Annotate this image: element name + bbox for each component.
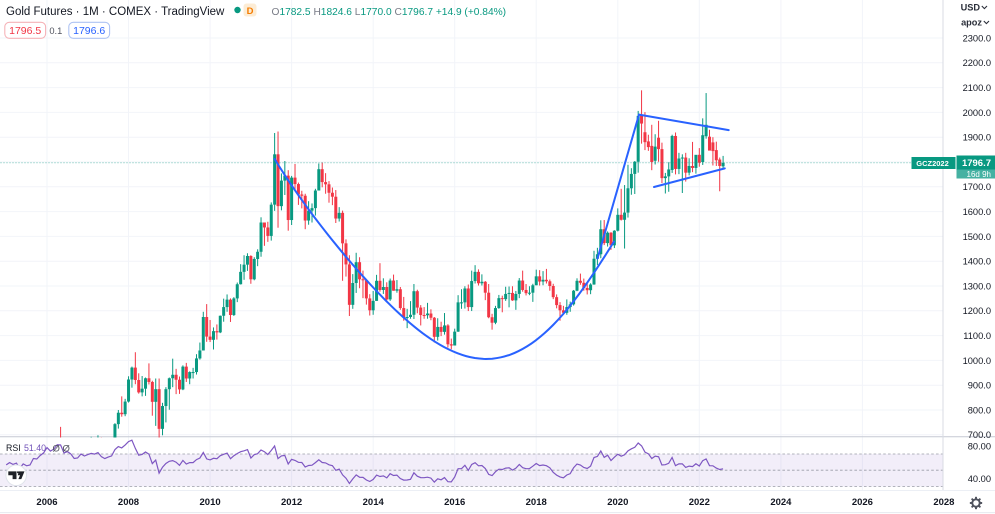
svg-text:1796.6: 1796.6 bbox=[73, 25, 105, 37]
svg-text:1700.0: 1700.0 bbox=[963, 182, 991, 192]
svg-text:2028: 2028 bbox=[933, 497, 954, 508]
svg-text:2000.0: 2000.0 bbox=[963, 108, 991, 118]
svg-text:2010: 2010 bbox=[200, 497, 221, 508]
svg-text:1796.5: 1796.5 bbox=[9, 25, 41, 37]
svg-text:1900.0: 1900.0 bbox=[963, 133, 991, 143]
svg-text:40.00: 40.00 bbox=[968, 474, 991, 484]
svg-text:900.0: 900.0 bbox=[968, 381, 991, 391]
svg-text:2100.0: 2100.0 bbox=[963, 83, 991, 93]
svg-text:2026: 2026 bbox=[852, 497, 873, 508]
svg-text:O1782.5 H1824.6 L1770.0 C1796.: O1782.5 H1824.6 L1770.0 C1796.7 +14.9 (+… bbox=[272, 7, 507, 18]
svg-text:USD: USD bbox=[961, 3, 981, 13]
svg-text:1200.0: 1200.0 bbox=[963, 306, 991, 316]
svg-text:0.1: 0.1 bbox=[49, 26, 62, 36]
svg-text:2020: 2020 bbox=[607, 497, 628, 508]
svg-text:apoz: apoz bbox=[961, 18, 982, 28]
svg-text:800.0: 800.0 bbox=[968, 405, 991, 415]
svg-text:2024: 2024 bbox=[770, 497, 792, 508]
svg-text:Gold Futures · 1M · COMEX · Tr: Gold Futures · 1M · COMEX · TradingView bbox=[6, 6, 225, 18]
svg-text:700.0: 700.0 bbox=[968, 430, 991, 440]
svg-text:2016: 2016 bbox=[444, 497, 465, 508]
svg-text:2022: 2022 bbox=[689, 497, 710, 508]
svg-text:1400.0: 1400.0 bbox=[963, 257, 991, 267]
svg-text:80.00: 80.00 bbox=[968, 441, 991, 451]
svg-text:51.40: 51.40 bbox=[24, 443, 46, 453]
svg-text:2018: 2018 bbox=[526, 497, 547, 508]
svg-text:1500.0: 1500.0 bbox=[963, 232, 991, 242]
svg-text:2006: 2006 bbox=[36, 497, 57, 508]
svg-text:2008: 2008 bbox=[118, 497, 139, 508]
svg-text:RSI: RSI bbox=[6, 443, 21, 453]
svg-text:1100.0: 1100.0 bbox=[963, 331, 991, 341]
svg-text:2012: 2012 bbox=[281, 497, 302, 508]
svg-text:1600.0: 1600.0 bbox=[963, 207, 991, 217]
svg-text:16d 9h: 16d 9h bbox=[967, 170, 991, 179]
svg-text:Ø Ø: Ø Ø bbox=[53, 444, 71, 455]
svg-text:1300.0: 1300.0 bbox=[963, 281, 991, 291]
svg-text:1000.0: 1000.0 bbox=[963, 356, 991, 366]
svg-text:GCZ2022: GCZ2022 bbox=[916, 159, 949, 168]
svg-text:D: D bbox=[247, 6, 254, 17]
svg-text:2014: 2014 bbox=[363, 497, 385, 508]
svg-text:2200.0: 2200.0 bbox=[963, 58, 991, 68]
svg-text:1796.7: 1796.7 bbox=[962, 158, 991, 169]
svg-text:2300.0: 2300.0 bbox=[963, 33, 991, 43]
